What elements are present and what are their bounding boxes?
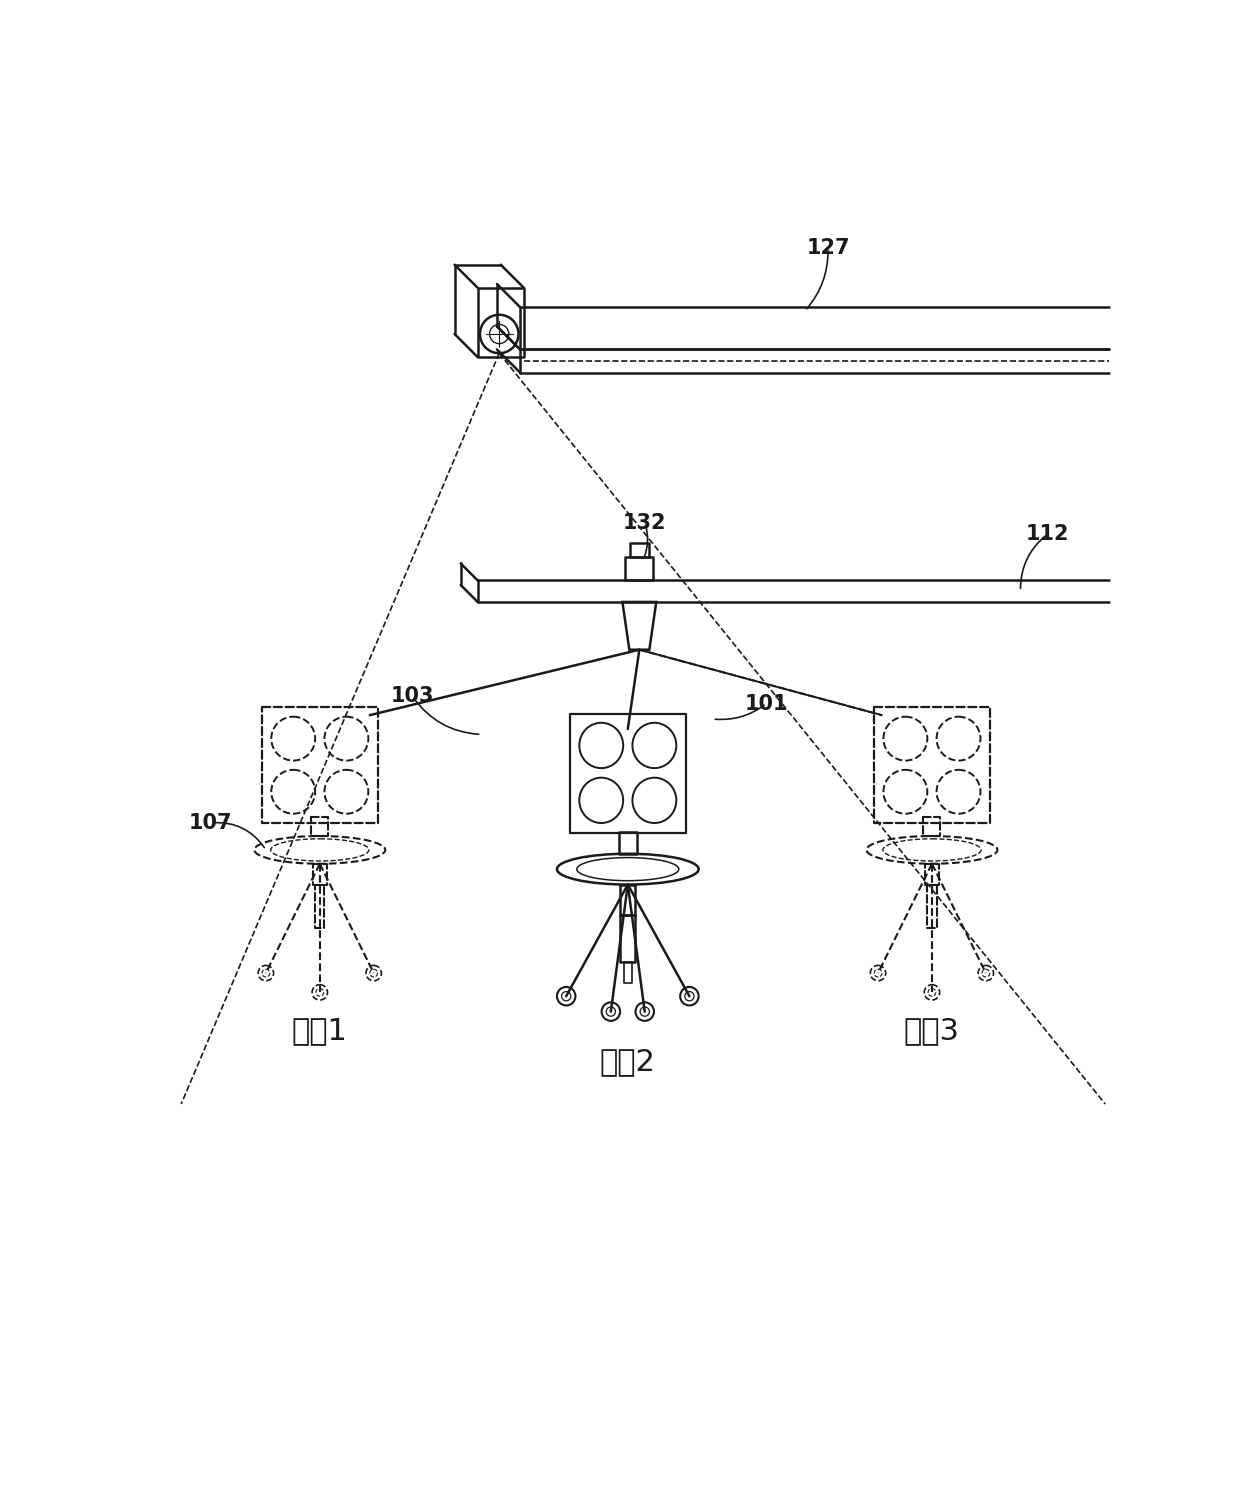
Bar	[624, 962, 631, 982]
Bar	[570, 714, 686, 833]
Bar	[928, 885, 936, 928]
Text: 位灢2: 位灢2	[600, 1047, 656, 1076]
Text: 107: 107	[188, 813, 232, 832]
Text: 103: 103	[391, 686, 434, 706]
Bar	[315, 885, 325, 928]
Bar	[620, 915, 635, 962]
Bar	[925, 864, 939, 885]
Bar	[477, 288, 523, 357]
Text: 101: 101	[745, 693, 789, 714]
Text: 位灢1: 位灢1	[291, 1017, 347, 1046]
Bar	[620, 885, 635, 915]
Bar	[924, 818, 940, 836]
Bar	[630, 543, 649, 558]
Text: 112: 112	[1025, 524, 1069, 544]
Text: 位灢3: 位灢3	[904, 1017, 960, 1046]
Bar	[262, 708, 377, 824]
Bar	[874, 708, 990, 824]
Bar	[619, 833, 637, 854]
Text: 127: 127	[806, 238, 849, 258]
Bar	[625, 558, 653, 580]
Bar	[312, 864, 326, 885]
Bar	[311, 818, 329, 836]
Text: 132: 132	[622, 513, 666, 532]
